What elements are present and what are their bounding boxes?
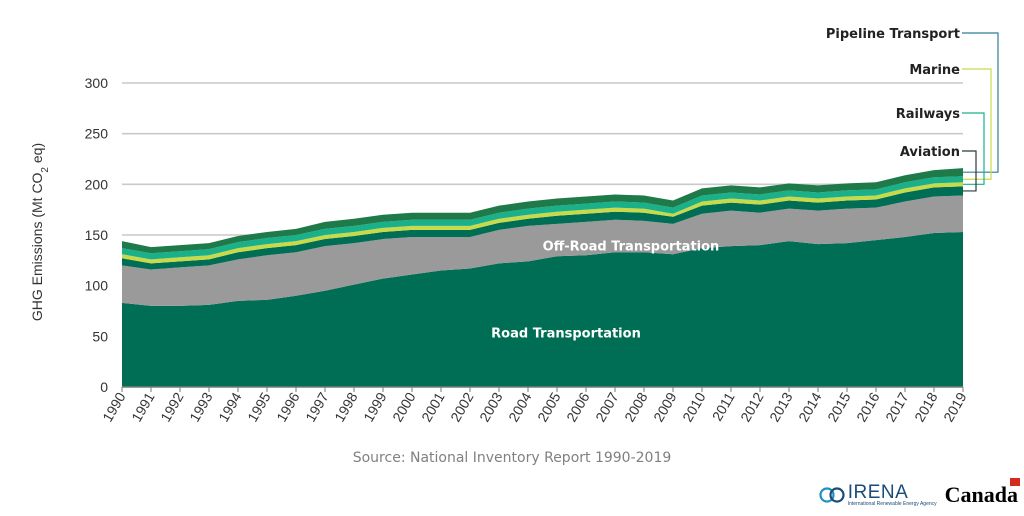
x-tick-label: 2006 [563, 389, 593, 424]
area-off-road-transportation [122, 195, 963, 306]
y-axis-label-end: eq) [29, 143, 45, 167]
x-tick-label: 2008 [621, 389, 651, 424]
y-tick-label: 150 [85, 227, 109, 243]
series-labels: Road Transportation Off-Road Transportati… [491, 27, 960, 342]
x-tick-label: 2011 [709, 389, 738, 423]
leader-line [962, 68, 992, 180]
area-series [122, 168, 963, 387]
irena-subtitle: International Renewable Energy Agency [847, 501, 937, 507]
callout-marine: Marine [909, 63, 960, 78]
x-tick-label: 1991 [128, 389, 158, 424]
x-tick-label: 2010 [679, 389, 709, 424]
y-axis-label-sub: 2 [40, 167, 51, 173]
x-tick-label: 2003 [476, 389, 506, 424]
x-tick-label: 2007 [592, 389, 622, 424]
y-tick-label: 50 [92, 328, 108, 344]
x-tick-label: 1993 [186, 389, 216, 424]
leader-line [962, 32, 999, 173]
x-tick-label: 1995 [244, 389, 274, 424]
area-marine [122, 176, 963, 260]
irena-name: IRENA [847, 482, 909, 503]
x-tick-label: 1997 [302, 389, 332, 424]
canada-flag-icon [1010, 478, 1020, 486]
irena-rings-icon [819, 487, 845, 503]
callout-railways: Railways [896, 107, 961, 122]
x-tick-label: 2016 [853, 389, 883, 424]
label-off-road-transportation: Off-Road Transportation [543, 240, 720, 255]
y-axis-label-main: GHG Emissions (Mt CO [29, 172, 45, 321]
x-tick-label: 2015 [824, 389, 854, 424]
area-pipeline-transport [122, 168, 963, 254]
x-tick-label: 2012 [737, 389, 767, 424]
x-tick-label: 1994 [215, 389, 245, 424]
leader-line [962, 150, 977, 192]
y-tick-label: 250 [85, 126, 109, 142]
logos: IRENA International Renewable Energy Age… [819, 478, 1020, 512]
x-tick-label: 2017 [882, 389, 912, 424]
x-tick-label: 1999 [360, 389, 390, 424]
y-tick-label: 0 [100, 379, 108, 395]
x-tick-label: 2018 [911, 389, 941, 424]
x-tick-label: 1992 [157, 389, 187, 424]
x-tick-label: 2019 [940, 389, 970, 424]
irena-logo: IRENA International Renewable Energy Age… [819, 483, 937, 507]
area-railways [122, 182, 963, 264]
callout-lines [962, 32, 999, 192]
source-note: Source: National Inventory Report 1990-2… [352, 450, 672, 466]
x-tick-label: 2014 [795, 389, 825, 424]
leader-line [962, 112, 985, 185]
area-aviation [122, 186, 963, 270]
callout-aviation: Aviation [900, 145, 960, 160]
label-road-transportation: Road Transportation [491, 327, 641, 342]
canada-wordmark: Canada [944, 478, 1020, 508]
y-tick-label: 200 [85, 176, 109, 192]
x-tick-label: 2009 [650, 389, 680, 424]
x-tick-label: 2005 [534, 389, 564, 424]
y-tick-label: 100 [85, 278, 109, 294]
callout-pipeline-transport: Pipeline Transport [826, 27, 960, 42]
x-tick-label: 2004 [505, 389, 535, 424]
x-tick-label: 2002 [447, 389, 477, 424]
x-tick-label: 1996 [273, 389, 303, 424]
canada-text: Canada [944, 482, 1018, 507]
x-tick-label: 1998 [331, 389, 361, 424]
x-tick-label: 2013 [766, 389, 796, 424]
x-tick-label: 2000 [389, 389, 419, 424]
y-axis-label: GHG Emissions (Mt CO2 eq) [29, 143, 51, 321]
y-tick-label: 300 [85, 75, 109, 91]
area-road-transportation [122, 231, 963, 387]
x-tick-label: 2001 [418, 389, 448, 424]
